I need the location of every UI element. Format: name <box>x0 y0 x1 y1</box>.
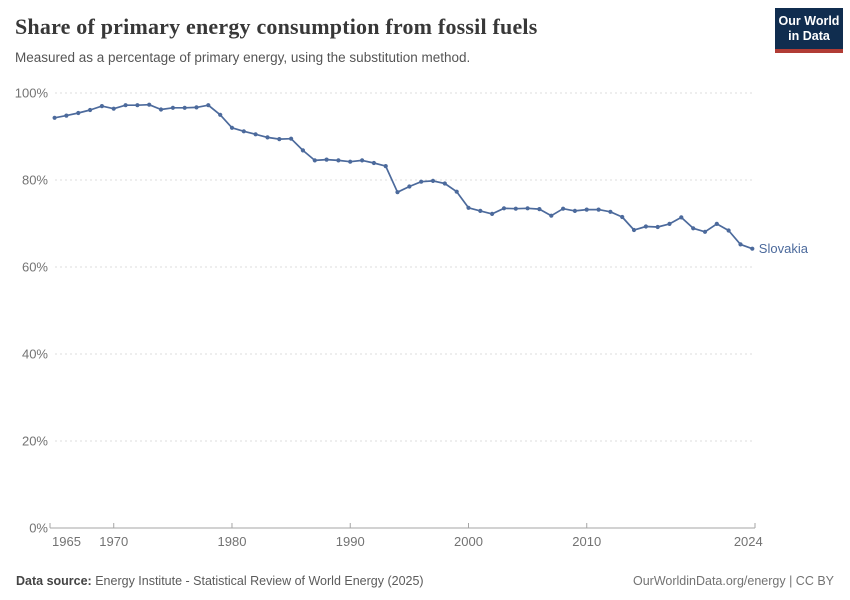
data-point-2014 <box>631 227 637 233</box>
data-point-2017 <box>667 221 672 226</box>
data-point-2011 <box>596 207 601 212</box>
data-point-1996 <box>419 179 424 184</box>
page-title: Share of primary energy consumption from… <box>15 14 538 39</box>
data-point-2013 <box>620 214 625 220</box>
data-point-1981 <box>241 129 246 134</box>
data-point-1980 <box>229 125 235 130</box>
x-axis-label-1965: 1965 <box>52 534 81 549</box>
data-point-2016 <box>655 224 660 230</box>
data-point-1982 <box>253 132 258 137</box>
data-point-1993 <box>383 164 388 169</box>
data-point-2022 <box>726 228 731 233</box>
y-axis-label-20: 20% <box>22 434 48 449</box>
data-point-1990 <box>348 159 353 164</box>
data-point-2004 <box>513 206 518 211</box>
data-point-2015 <box>643 224 649 229</box>
datasource-value: Energy Institute - Statistical Review of… <box>91 574 424 588</box>
data-point-1975 <box>170 105 175 110</box>
data-point-1983 <box>265 135 270 140</box>
data-point-2010 <box>584 207 589 212</box>
data-point-1986 <box>300 148 305 153</box>
data-point-1998 <box>442 181 447 186</box>
page-subtitle: Measured as a percentage of primary ener… <box>15 50 471 65</box>
data-point-2023 <box>738 242 743 247</box>
data-point-1973 <box>147 102 152 107</box>
data-point-2003 <box>501 206 507 211</box>
data-point-2009 <box>572 208 578 213</box>
data-point-1985 <box>289 136 294 141</box>
chart-footer: Data source: Energy Institute - Statisti… <box>0 574 850 588</box>
data-point-2024 <box>750 246 755 251</box>
x-axis-label-2010: 2010 <box>572 534 601 549</box>
datasource-label: Data source: <box>16 574 92 588</box>
data-point-1991 <box>360 158 365 163</box>
data-point-2012 <box>608 209 613 214</box>
y-axis-label-0: 0% <box>29 521 48 536</box>
data-point-2000 <box>466 205 471 210</box>
data-point-2021 <box>714 221 719 226</box>
y-axis-label-40: 40% <box>22 347 48 362</box>
x-axis-label-1980: 1980 <box>218 534 247 549</box>
data-point-2006 <box>537 207 542 212</box>
data-point-1972 <box>135 103 140 108</box>
data-point-1979 <box>218 112 223 117</box>
data-point-1968 <box>88 107 93 113</box>
data-point-2005 <box>525 206 530 211</box>
data-point-2007 <box>549 213 554 218</box>
data-point-1965 <box>52 115 57 120</box>
data-point-1971 <box>123 103 128 108</box>
data-point-1995 <box>407 184 412 189</box>
data-point-1967 <box>76 110 81 116</box>
y-axis-label-80: 80% <box>22 173 48 188</box>
data-point-1999 <box>454 189 459 194</box>
data-point-2002 <box>490 211 495 216</box>
data-point-1989 <box>336 158 341 163</box>
data-point-1994 <box>395 190 400 195</box>
x-axis-label-2000: 2000 <box>454 534 483 549</box>
data-point-1970 <box>111 106 116 111</box>
y-axis-label-60: 60% <box>22 260 48 275</box>
data-point-1969 <box>99 104 104 109</box>
data-point-2020 <box>702 229 708 234</box>
data-point-2008 <box>561 206 566 211</box>
owid-logo-line1: Our World <box>778 13 840 28</box>
x-axis-label-1990: 1990 <box>336 534 365 549</box>
data-point-2019 <box>691 226 696 231</box>
data-point-1966 <box>64 113 69 118</box>
owid-logo-line2: in Data <box>788 28 830 43</box>
data-point-1992 <box>371 160 376 166</box>
y-axis-label-100: 100% <box>15 86 49 101</box>
data-point-1987 <box>312 158 317 163</box>
data-point-1978 <box>206 103 211 108</box>
x-axis-label-1970: 1970 <box>99 534 128 549</box>
x-axis-label-2024: 2024 <box>734 534 763 549</box>
data-point-1997 <box>430 178 436 183</box>
series-label-slovakia[interactable]: Slovakia <box>759 241 809 256</box>
data-point-1977 <box>194 105 199 110</box>
data-point-1984 <box>277 137 282 142</box>
footer-link[interactable]: OurWorldinData.org/energy | CC BY <box>632 574 834 588</box>
data-point-2018 <box>679 215 684 220</box>
data-point-1988 <box>324 157 329 162</box>
data-point-1976 <box>182 105 187 110</box>
data-point-2001 <box>478 208 483 213</box>
data-point-1974 <box>158 107 164 112</box>
owid-logo[interactable]: Our World in Data <box>775 8 843 53</box>
datasource: Data source: Energy Institute - Statisti… <box>16 574 424 588</box>
